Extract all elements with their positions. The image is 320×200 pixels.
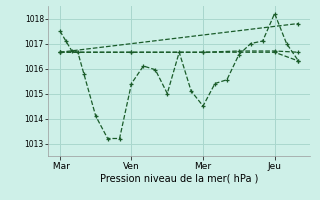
X-axis label: Pression niveau de la mer( hPa ): Pression niveau de la mer( hPa ) bbox=[100, 173, 258, 183]
